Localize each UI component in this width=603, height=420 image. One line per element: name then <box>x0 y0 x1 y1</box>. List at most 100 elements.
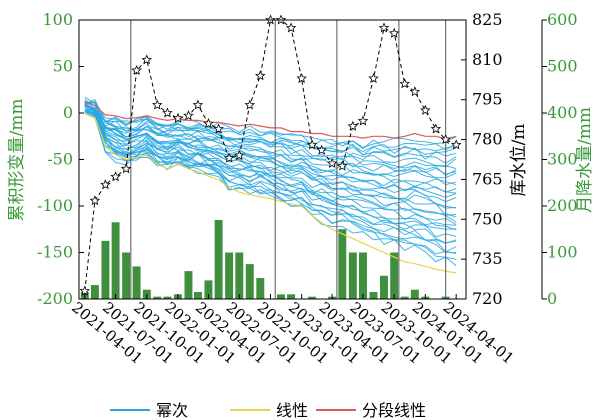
precip-bar-1 <box>90 285 99 299</box>
water-level-point-24 <box>326 157 338 168</box>
ytick-left-label-0: 100 <box>42 10 73 29</box>
water-level-point-6 <box>141 54 153 65</box>
deformation-line-30 <box>84 113 457 254</box>
deformation-line-21 <box>84 105 457 223</box>
ytick-right-label-4: 200 <box>547 196 578 215</box>
water-level-point-13 <box>213 123 224 134</box>
precip-bar-30 <box>390 252 399 299</box>
water-level-point-26 <box>347 120 359 131</box>
water-level-point-33 <box>420 104 431 115</box>
water-level-point-22 <box>306 139 318 150</box>
water-level-point-30 <box>388 27 400 38</box>
precip-bar-26 <box>348 252 357 299</box>
deformation-lines <box>84 96 457 274</box>
water-level-point-10 <box>183 110 194 121</box>
deformation-line-27 <box>84 106 457 244</box>
precip-bar-5 <box>132 266 141 299</box>
precip-bar-22 <box>308 296 317 299</box>
water-level-point-23 <box>316 144 327 155</box>
precip-bar-13 <box>214 219 223 299</box>
ytick-left-label-4: -100 <box>37 196 73 215</box>
ytick-right-label-5: 100 <box>547 243 578 262</box>
deformation-line-29 <box>84 106 457 253</box>
precip-bar-12 <box>204 280 213 299</box>
ytick-right-label-2: 400 <box>547 103 578 122</box>
precipitation-bars <box>80 219 450 299</box>
water-level-point-12 <box>203 118 214 129</box>
precip-bar-7 <box>153 296 162 299</box>
ytick-mid-label-3: 780 <box>472 130 503 149</box>
ytick-right-label-3: 300 <box>547 150 578 169</box>
linear-line <box>84 112 457 274</box>
right-axis: 600 500 400 300 200 100 0 <box>541 10 578 308</box>
water-level-point-34 <box>430 123 442 134</box>
deformation-line-19 <box>84 103 457 216</box>
water-level-point-1 <box>89 195 101 206</box>
water-level-point-0 <box>79 285 90 296</box>
deformation-line-10 <box>84 100 457 179</box>
deformation-line-7 <box>84 105 457 170</box>
ylabel-right: 月降水量/mm <box>575 107 595 213</box>
ytick-mid-label-0: 825 <box>472 10 503 29</box>
water-level-point-14 <box>223 152 235 163</box>
deformation-line-5 <box>84 104 457 164</box>
legend-label-2: 分段线性 <box>362 401 426 420</box>
ytick-left-label-5: -150 <box>37 243 73 262</box>
x-axis: 2021-04-012021-07-012021-10-012022-01-01… <box>68 294 517 368</box>
ytick-left-label-6: -200 <box>37 289 73 308</box>
ytick-right-label-6: 0 <box>547 289 557 308</box>
water-level-point-21 <box>296 72 307 83</box>
deformation-line-18 <box>84 103 457 209</box>
ytick-left-label-2: 0 <box>63 103 73 122</box>
precip-bar-14 <box>225 252 234 299</box>
water-level-point-36 <box>450 139 462 150</box>
precip-bar-11 <box>193 292 202 299</box>
precip-bar-4 <box>122 252 131 299</box>
water-level-point-7 <box>152 99 163 110</box>
water-level-point-8 <box>162 107 173 118</box>
deformation-line-23 <box>84 108 457 231</box>
water-level-point-31 <box>399 78 410 89</box>
water-level-point-4 <box>120 163 132 174</box>
legend: 幂次 线性 分段线性 <box>110 401 426 420</box>
deformation-line-24 <box>84 109 457 226</box>
precip-bar-17 <box>256 278 265 299</box>
water-level-point-5 <box>131 64 142 75</box>
ytick-right-label-0: 600 <box>547 10 578 29</box>
ytick-mid-label-1: 810 <box>472 50 503 69</box>
ytick-mid-label-2: 795 <box>472 90 503 109</box>
precip-bar-15 <box>235 252 244 299</box>
water-level-point-3 <box>110 171 121 182</box>
precip-bar-10 <box>184 271 193 299</box>
deformation-line-4 <box>84 101 457 160</box>
water-level-point-35 <box>440 134 451 145</box>
ylabel-left: 累积形变量/mm <box>7 99 27 222</box>
legend-label-1: 线性 <box>276 401 308 420</box>
ytick-left-label-1: 50 <box>53 57 73 76</box>
middle-axis: 825 810 795 780 765 750 735 720 <box>461 10 503 308</box>
ytick-right-label-1: 500 <box>547 57 578 76</box>
water-level-series <box>79 14 462 296</box>
precip-bar-27 <box>359 252 367 299</box>
water-level-point-9 <box>172 112 184 123</box>
ytick-mid-label-5: 750 <box>472 209 503 228</box>
water-level-point-27 <box>357 115 369 126</box>
precip-bar-29 <box>380 275 388 299</box>
left-axis: 100 50 0 -50 -100 -150 -200 <box>37 10 84 308</box>
piecewise-line <box>84 101 457 140</box>
water-level-point-25 <box>337 160 348 171</box>
water-level-point-20 <box>285 22 297 33</box>
precip-bar-28 <box>369 292 378 299</box>
precip-bar-19 <box>277 294 285 299</box>
precip-bar-25 <box>338 229 347 299</box>
water-level-point-2 <box>100 179 111 190</box>
ytick-mid-label-4: 765 <box>472 169 503 188</box>
precip-bar-3 <box>111 222 120 299</box>
water-level-point-28 <box>368 72 379 83</box>
deformation-line-33 <box>84 111 457 267</box>
ytick-mid-label-6: 735 <box>472 249 503 268</box>
legend-label-0: 幂次 <box>156 401 188 420</box>
ytick-mid-label-7: 720 <box>472 289 503 308</box>
water-level-point-15 <box>233 149 245 161</box>
